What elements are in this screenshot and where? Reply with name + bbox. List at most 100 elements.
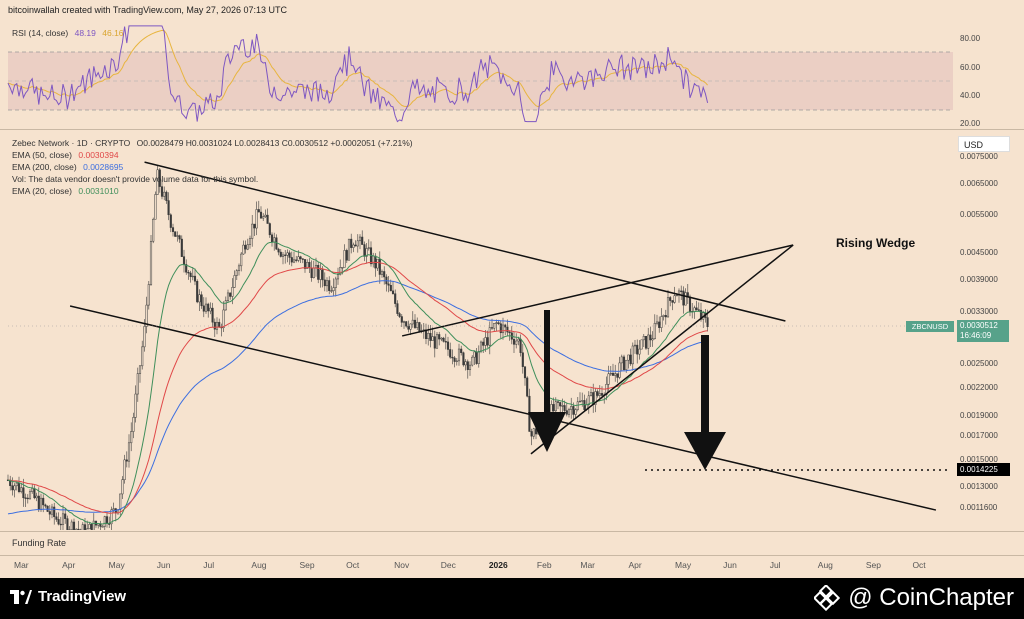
candle-up [554, 401, 557, 412]
rsi-pane[interactable]: RSI (14, close) 48.19 46.16 80.00 60.00 … [0, 20, 1024, 128]
rsi-tick-40: 40.00 [960, 91, 981, 100]
candle-up [651, 338, 654, 341]
candle-up [578, 400, 582, 403]
candle-up [642, 336, 645, 341]
candle-down [596, 391, 599, 396]
pane-divider-bottom[interactable] [0, 531, 1024, 532]
trendline[interactable] [401, 244, 794, 337]
price-tick: 0.0015000 [960, 455, 998, 465]
candle-up [647, 334, 650, 349]
candle-down [22, 487, 25, 499]
trendline[interactable] [530, 244, 794, 455]
candle-up [61, 513, 65, 525]
candle-down [48, 511, 51, 515]
rsi-ma-line [7, 29, 708, 108]
candle-up [471, 356, 474, 366]
funding-pane[interactable]: Funding Rate [0, 532, 1024, 554]
candle-up [132, 417, 135, 432]
candle-down [407, 325, 410, 330]
candle-down [394, 293, 397, 304]
candle-up [343, 250, 346, 268]
candle-down [83, 524, 87, 530]
candle-down [308, 262, 311, 269]
candle-down [244, 244, 247, 250]
trendline[interactable] [144, 161, 786, 322]
candle-up [325, 280, 329, 287]
candle-up [163, 191, 166, 197]
time-axis[interactable]: Mar Apr May Jun Jul Aug Sep Oct Nov Dec 2026 Feb Mar… [0, 556, 1024, 578]
candle-down [486, 337, 489, 346]
candle-up [633, 344, 637, 347]
candle-up [86, 528, 89, 530]
price-tick: 0.0011600 [960, 503, 998, 513]
candle-down [658, 321, 661, 328]
candle-down [17, 482, 21, 492]
candle-down [174, 231, 177, 237]
candle-down [187, 271, 190, 274]
tradingview-brand: TradingView [38, 588, 127, 605]
candle-up [226, 292, 230, 301]
candle-down [444, 341, 447, 343]
candle-up [380, 271, 384, 275]
candle-down [196, 280, 199, 303]
candle-up [134, 393, 137, 418]
candle-down [284, 254, 287, 256]
candle-up [246, 244, 249, 250]
price-tick: 0.0017000 [960, 431, 998, 441]
tradingview-logo[interactable]: TradingView [10, 588, 126, 605]
rsi-value: 48.19 [74, 28, 96, 38]
candle-down [680, 290, 683, 292]
trendline[interactable] [69, 305, 937, 511]
ema20-line [7, 241, 708, 525]
candle-up [605, 384, 608, 396]
candle-up [103, 516, 106, 527]
candle-down [466, 361, 469, 370]
candle-down [158, 169, 161, 187]
arrow-down-icon [684, 335, 726, 470]
candle-down [218, 321, 221, 328]
candle-up [468, 364, 472, 370]
candle-down [277, 248, 280, 253]
candle-down [565, 410, 568, 415]
candle-down [295, 259, 298, 261]
candle-down [64, 513, 67, 519]
candle-down [695, 307, 698, 310]
candle-down [697, 309, 700, 311]
candle-down [413, 319, 417, 328]
time-tick: Oct [346, 560, 360, 570]
ema50-value: 0.0030394 [78, 150, 119, 160]
price-tick: 0.0045000 [960, 248, 998, 258]
currency-selector[interactable]: USD [958, 136, 1010, 152]
candle-up [653, 323, 656, 339]
candle-down [644, 336, 648, 349]
time-tick: Mar [580, 560, 596, 570]
pane-divider-axis [0, 555, 1024, 556]
candle-down [526, 377, 529, 397]
time-tick: Jul [203, 560, 215, 570]
candle-down [301, 258, 304, 260]
candle-timer: 16:46:09 [960, 331, 992, 340]
rsi-label: RSI (14, close) [12, 28, 69, 38]
funding-label: Funding Rate [12, 538, 67, 548]
candle-up [598, 393, 601, 396]
candle-down [600, 393, 604, 396]
pane-divider-top[interactable] [0, 129, 1024, 130]
candle-up [684, 292, 687, 306]
pattern-annotation: Rising Wedge [836, 236, 916, 250]
candle-down [44, 504, 47, 507]
candle-up [176, 235, 179, 237]
candle-up [136, 373, 139, 395]
price-pane[interactable]: Zebec Network · 1D · CRYPTO O0.0028479 H… [0, 130, 1024, 530]
candle-down [354, 244, 357, 247]
candle-down [321, 269, 324, 281]
candle-up [609, 372, 612, 375]
candle-down [303, 259, 307, 269]
candle-up [75, 528, 78, 530]
candle-up [15, 482, 18, 487]
rsi-line [7, 25, 709, 123]
candle-down [361, 236, 364, 245]
candle-down [453, 357, 456, 362]
candle-down [77, 528, 80, 530]
time-tick: Mar [14, 560, 29, 570]
candle-up [127, 442, 131, 462]
